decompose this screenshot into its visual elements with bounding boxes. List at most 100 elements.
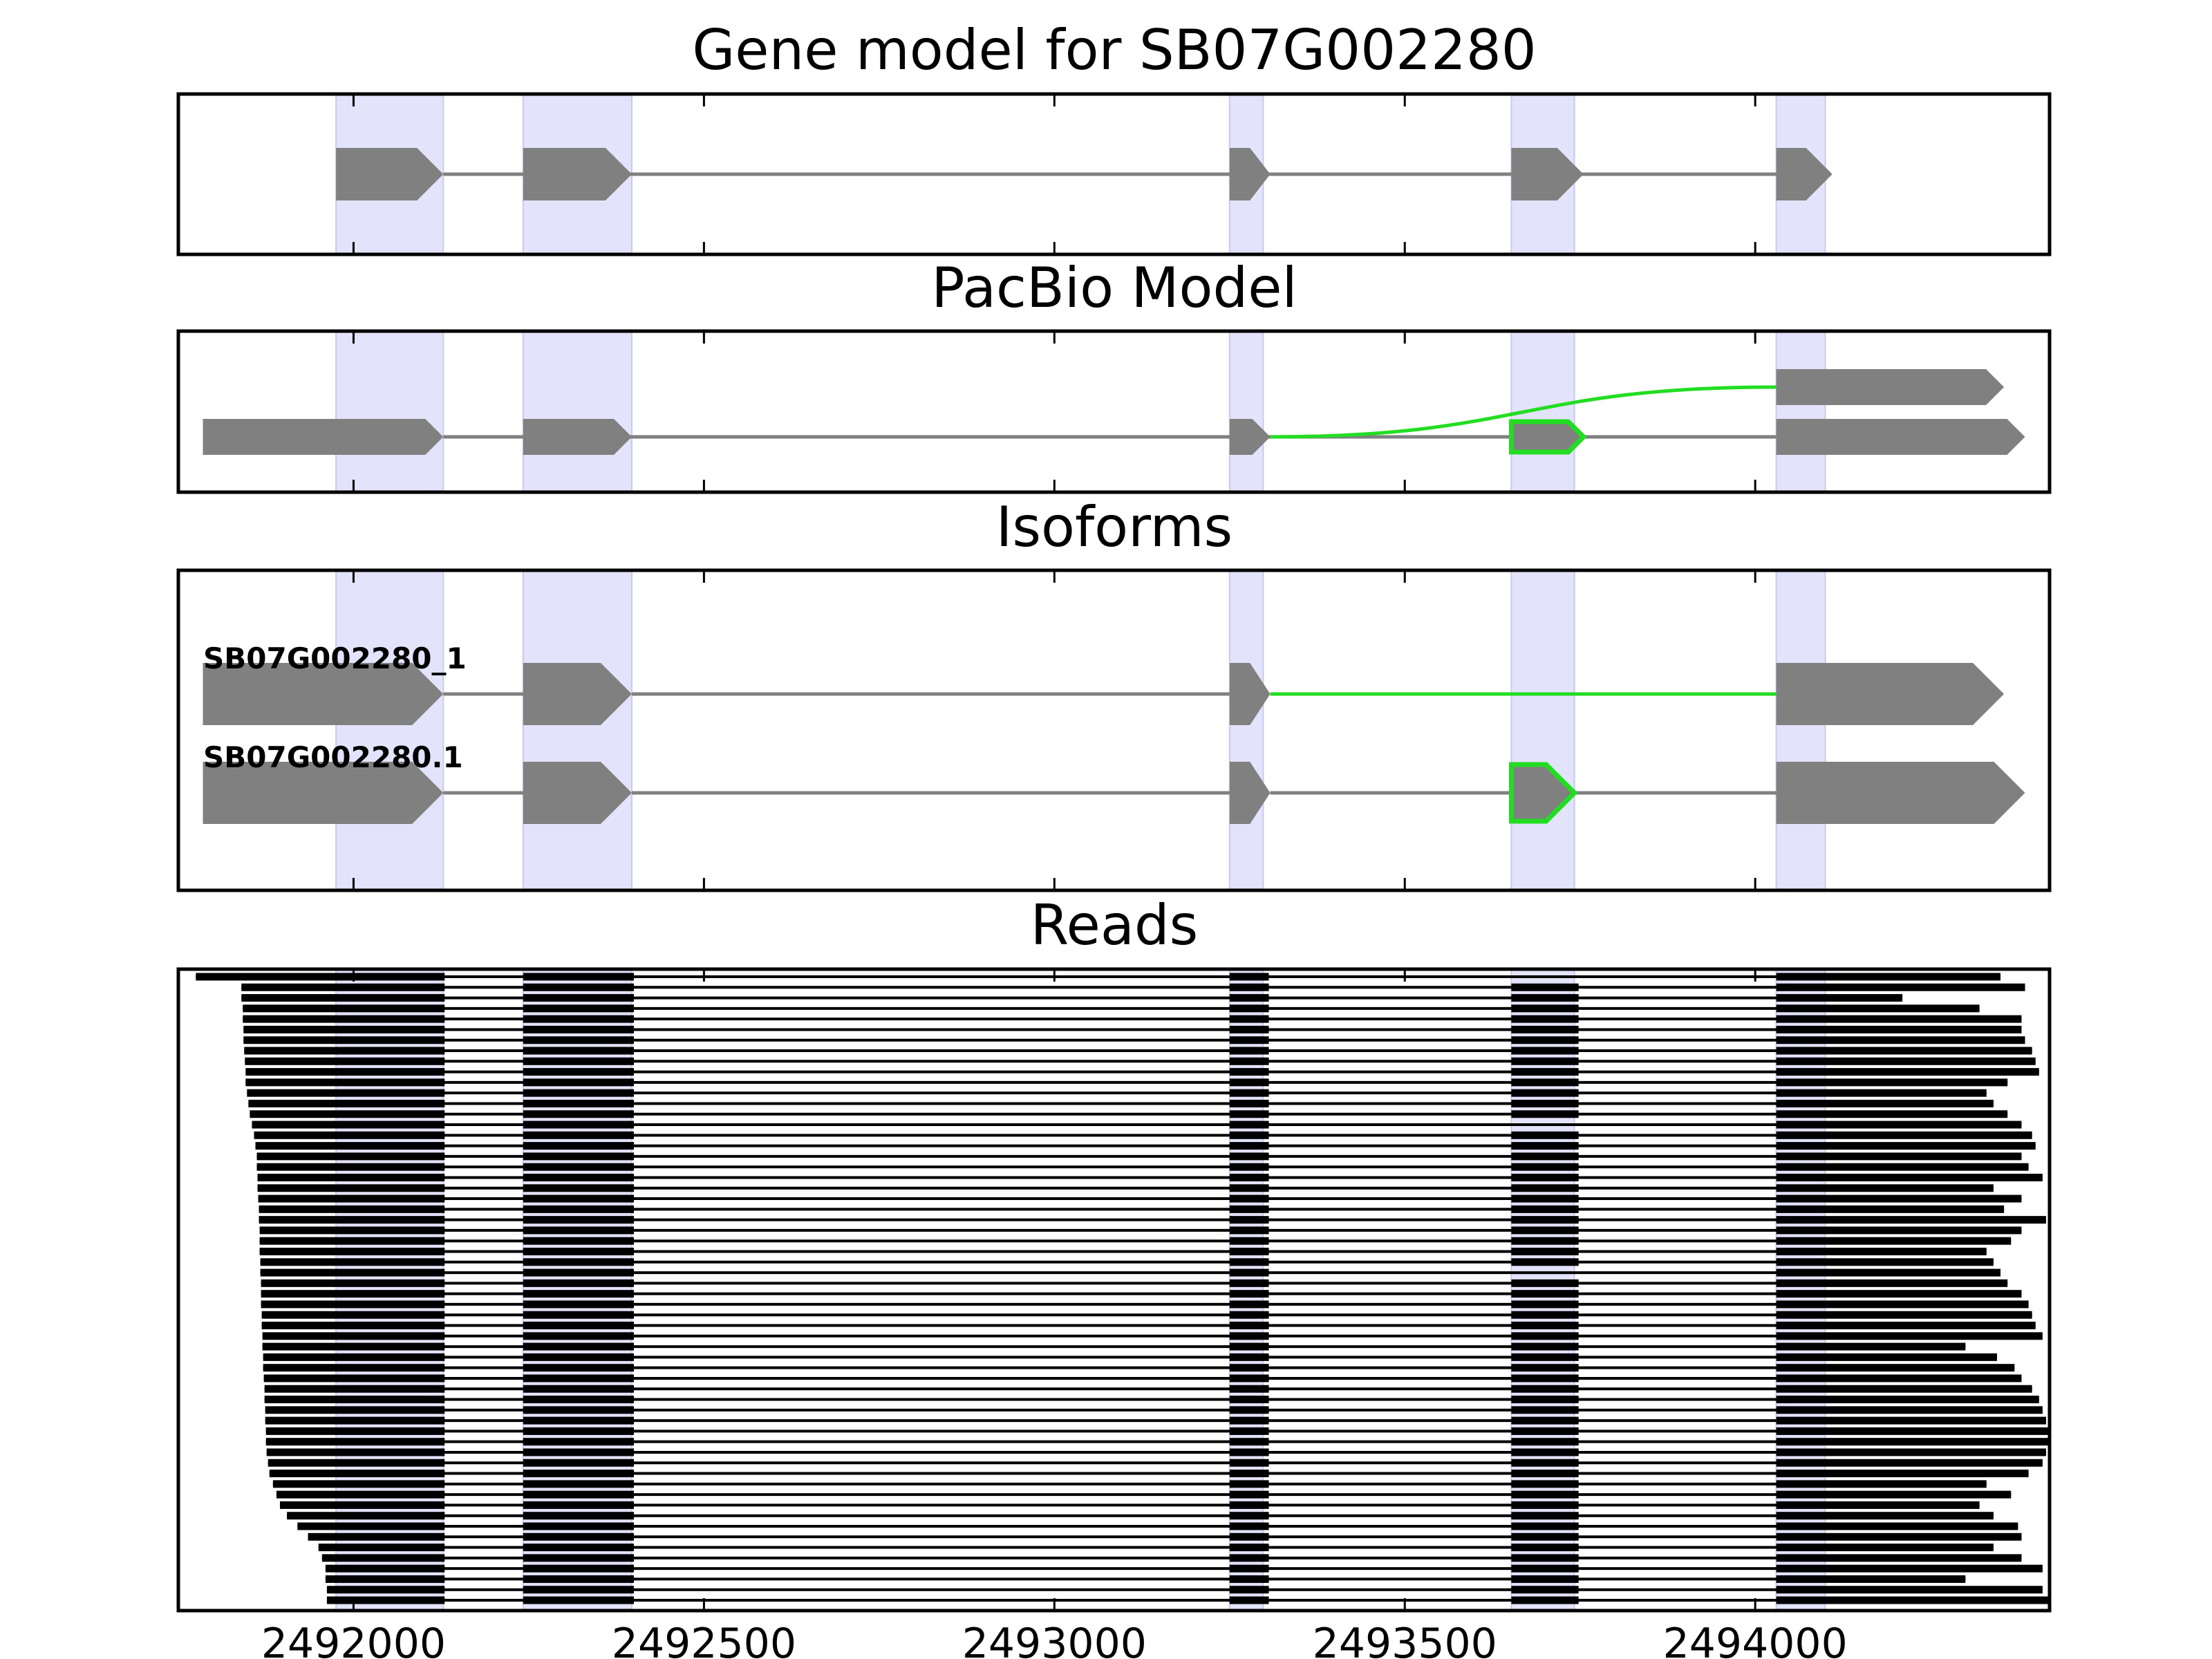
read-exon-block: [523, 1448, 635, 1456]
read-exon-block: [1776, 1396, 2039, 1404]
exon-arrow: [1776, 419, 2025, 455]
read-exon-block: [1776, 1216, 2046, 1224]
read-exon-block: [523, 1311, 635, 1319]
read-exon-block: [1229, 1533, 1269, 1541]
read-exon-block: [1776, 1089, 1987, 1097]
read-exon-block: [523, 1438, 635, 1446]
read-exon-block: [257, 1184, 445, 1192]
isoform-label-2: SB07G002280.1: [203, 740, 463, 774]
read-exon-block: [1511, 983, 1579, 991]
read-exon-block: [261, 1300, 445, 1309]
read-exon-block: [1229, 983, 1269, 991]
read-exon-block: [1776, 1522, 2018, 1530]
read-exon-block: [1229, 1004, 1269, 1013]
read-exon-block: [1776, 1533, 2022, 1541]
read-exon-block: [1229, 1237, 1269, 1245]
read-exon-block: [1511, 1448, 1579, 1456]
read-exon-block: [250, 1110, 445, 1118]
x-tick-label: 2493500: [1313, 1620, 1497, 1659]
read-exon-block: [1511, 1163, 1579, 1171]
read-exon-block: [256, 1163, 445, 1171]
read-exon-block: [1511, 1142, 1579, 1150]
read-exon-block: [1511, 1057, 1579, 1065]
read-exon-block: [1229, 1089, 1269, 1097]
read-exon-block: [1511, 1586, 1579, 1594]
read-exon-block: [1229, 1152, 1269, 1161]
read-exon-block: [1229, 1173, 1269, 1181]
exon-arrow: [1511, 148, 1584, 200]
read-exon-block: [523, 1416, 635, 1425]
read-exon-block: [261, 1279, 445, 1287]
read-exon-block: [523, 1596, 635, 1604]
read-exon-block: [1229, 1416, 1269, 1425]
read-exon-block: [1511, 1089, 1579, 1097]
gene-model-frame: [176, 92, 2052, 256]
read-exon-block: [265, 1438, 445, 1446]
read-exon-block: [1229, 1025, 1269, 1033]
x-tick-label: 2494000: [1663, 1620, 1848, 1659]
read-exon-block: [1229, 1036, 1269, 1044]
read-exon-block: [523, 1533, 635, 1541]
read-exon-block: [259, 1216, 445, 1224]
highlighted-exon-arrow: [1508, 419, 1587, 455]
read-exon-block: [1511, 1131, 1579, 1139]
read-exon-block: [523, 994, 635, 1002]
read-exon-block: [1229, 1596, 1269, 1604]
read-exon-block: [523, 1554, 635, 1562]
read-exon-block: [248, 1099, 445, 1107]
read-exon-block: [1229, 1554, 1269, 1562]
read-exon-block: [523, 1121, 635, 1129]
read-exon-block: [243, 1015, 445, 1023]
read-exon-block: [1229, 994, 1269, 1002]
read-exon-block: [261, 1322, 445, 1330]
read-exon-block: [241, 983, 445, 991]
read-exon-block: [264, 1396, 445, 1404]
read-exon-block: [1776, 1110, 2008, 1118]
read-exon-block: [1776, 1205, 2005, 1213]
read-exon-block: [1511, 1501, 1579, 1509]
read-exon-block: [1229, 1068, 1269, 1076]
read-exon-block: [523, 973, 635, 981]
read-exon-block: [1511, 1374, 1579, 1382]
exon-region-band: [522, 330, 632, 493]
read-exon-block: [1511, 1438, 1579, 1446]
read-exon-block: [325, 1564, 445, 1573]
read-exon-block: [325, 1575, 445, 1583]
read-exon-block: [1229, 1448, 1269, 1456]
read-exon-block: [523, 1480, 635, 1488]
read-exon-block: [1776, 1152, 2022, 1161]
read-exon-block: [260, 1258, 445, 1266]
read-exon-block: [1511, 1025, 1579, 1033]
read-exon-block: [1511, 1015, 1579, 1023]
read-exon-block: [1776, 1057, 2036, 1065]
read-exon-block: [255, 1142, 445, 1150]
read-exon-block: [1511, 1364, 1579, 1372]
read-exon-block: [523, 1258, 635, 1266]
read-exon-block: [266, 1448, 445, 1456]
read-exon-block: [1511, 1385, 1579, 1393]
read-exon-block: [1776, 1342, 1966, 1351]
read-exon-block: [1511, 1036, 1579, 1044]
read-exon-block: [1511, 1427, 1579, 1435]
read-exon-block: [1776, 1194, 2022, 1203]
exon-arrow: [1776, 148, 1833, 200]
read-exon-block: [254, 1131, 445, 1139]
read-exon-block: [1511, 1290, 1579, 1298]
read-exon-block: [1776, 1099, 1994, 1107]
read-exon-block: [1511, 1490, 1579, 1499]
read-exon-block: [1776, 1459, 2043, 1467]
read-exon-block: [280, 1501, 445, 1509]
read-exon-block: [523, 1586, 635, 1594]
read-exon-block: [263, 1353, 445, 1361]
exon-region-band: [335, 570, 444, 891]
read-exon-block: [523, 1173, 635, 1181]
read-exon-block: [1511, 1205, 1579, 1213]
exon-arrow: [1229, 148, 1271, 200]
read-exon-block: [326, 1586, 445, 1594]
read-exon-block: [262, 1342, 445, 1351]
read-exon-block: [523, 1564, 635, 1573]
read-exon-block: [1229, 1385, 1269, 1393]
read-exon-block: [1229, 1427, 1269, 1435]
read-exon-block: [1229, 1480, 1269, 1488]
pacbio-model-title: PacBio Model: [931, 256, 1297, 320]
